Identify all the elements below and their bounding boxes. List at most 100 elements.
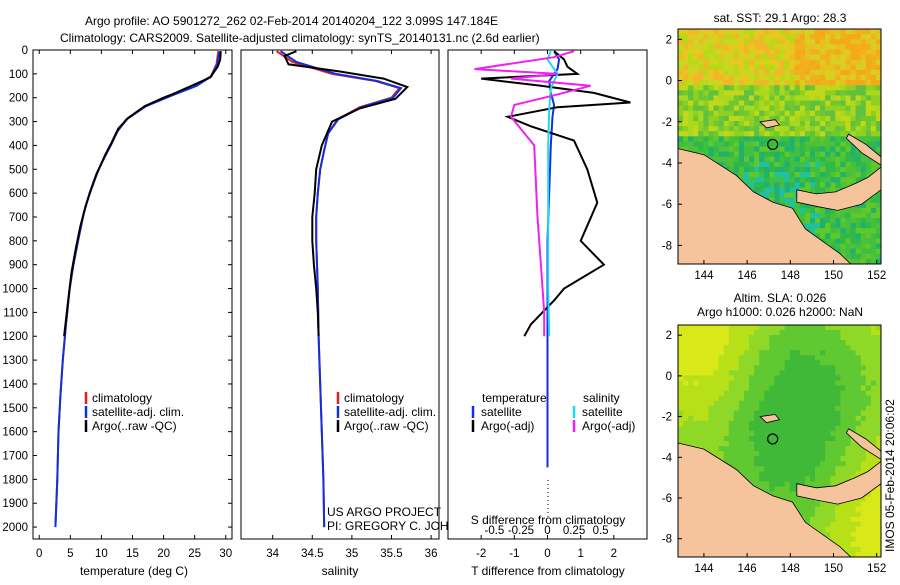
grid-cell [820, 446, 826, 452]
grid-cell [728, 446, 735, 452]
grid-cell [804, 335, 811, 341]
grid-cell [744, 146, 750, 153]
grid-cell [744, 39, 750, 45]
grid-cell [744, 151, 750, 158]
grid-cell [713, 400, 720, 407]
grid-cell [723, 115, 730, 122]
grid-cell [875, 541, 881, 548]
grid-cell [703, 345, 710, 351]
grid-cell [754, 400, 760, 407]
grid-cell [708, 115, 715, 122]
grid-cell [804, 365, 811, 371]
grid-cell [815, 49, 821, 56]
grid-cell [733, 69, 740, 76]
grid-cell [820, 151, 826, 158]
grid-cell [723, 370, 730, 376]
grid-cell [830, 350, 836, 356]
grid-cell [830, 110, 836, 117]
grid-cell [744, 466, 750, 472]
grid-cell [850, 44, 857, 50]
grid-cell [759, 481, 765, 487]
grid-cell [860, 536, 867, 543]
grid-cell [810, 511, 816, 518]
grid-cell [850, 90, 857, 96]
grid-cell [804, 64, 811, 71]
grid-cell [875, 29, 881, 35]
grid-cell [865, 172, 872, 178]
grid-cell [759, 345, 765, 351]
grid-cell [870, 521, 877, 528]
grid-cell [754, 146, 760, 153]
grid-cell [784, 330, 791, 336]
grid-cell [769, 360, 776, 366]
grid-cell [784, 390, 791, 397]
grid-cell [850, 156, 857, 163]
grid-cell [723, 405, 730, 412]
grid-cell [759, 64, 765, 71]
grid-cell [840, 385, 847, 392]
grid-cell [794, 395, 801, 402]
grid-cell [784, 121, 791, 127]
grid-cell [804, 136, 811, 142]
grid-cell [698, 80, 704, 86]
grid-cell [804, 345, 811, 351]
grid-cell [855, 496, 862, 503]
grid-cell [723, 141, 730, 148]
grid-cell [744, 370, 750, 376]
grid-cell [845, 436, 852, 442]
grid-cell [779, 400, 786, 407]
grid-cell [810, 390, 816, 397]
grid-cell [759, 400, 765, 407]
grid-cell [845, 253, 852, 260]
grid-cell [733, 161, 740, 168]
grid-cell [693, 430, 699, 437]
grid-cell [870, 531, 877, 538]
grid-cell [703, 44, 710, 50]
grid-cell [815, 233, 821, 239]
grid-cell [804, 207, 811, 214]
imos-timestamp: IMOS 05-Feb-2014 20:06:02 [883, 399, 897, 552]
grid-cell [774, 75, 781, 81]
grid-cell [759, 177, 765, 183]
grid-cell [810, 456, 816, 462]
grid-cell [875, 238, 881, 245]
argo-position-marker [767, 138, 779, 151]
x-tick-label: -2 [476, 548, 486, 560]
grid-cell [688, 75, 694, 81]
grid-cell [718, 375, 725, 381]
grid-cell [799, 161, 806, 168]
grid-cell [678, 110, 684, 117]
grid-cell [840, 177, 847, 183]
grid-cell [799, 380, 806, 387]
grid-cell [860, 44, 867, 50]
grid-cell [703, 126, 710, 132]
grid-cell [718, 355, 725, 361]
grid-cell [718, 436, 725, 442]
grid-cell [799, 207, 806, 214]
grid-cell [840, 405, 847, 412]
grid-cell [825, 340, 831, 346]
grid-cell [703, 335, 710, 341]
grid-cell [815, 121, 821, 127]
grid-cell [698, 390, 704, 397]
grid-cell [718, 370, 725, 376]
grid-cell [825, 80, 831, 86]
grid-cell [683, 34, 689, 40]
grid-cell [784, 345, 791, 351]
grid-cell [759, 476, 765, 482]
grid-cell [825, 69, 831, 76]
grid-cell [825, 39, 831, 45]
grid-cell [810, 136, 816, 142]
grid-cell [708, 100, 715, 107]
grid-cell [850, 456, 857, 462]
grid-cell [804, 395, 811, 402]
grid-cell [870, 110, 877, 117]
grid-cell [804, 212, 811, 219]
grid-cell [764, 151, 770, 158]
grid-cell [754, 95, 760, 102]
grid-cell [789, 355, 796, 361]
grid-cell [698, 375, 704, 381]
grid-cell [703, 395, 710, 402]
grid-cell [840, 516, 847, 523]
grid-cell [825, 156, 831, 163]
